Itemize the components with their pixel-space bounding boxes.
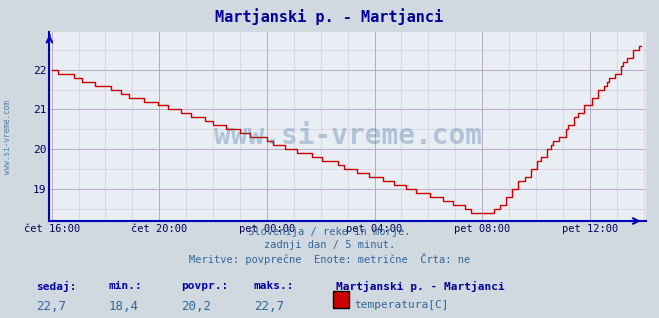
Text: 22,7: 22,7 [254,300,284,313]
Text: sedaj:: sedaj: [36,281,76,293]
Text: Meritve: povprečne  Enote: metrične  Črta: ne: Meritve: povprečne Enote: metrične Črta:… [189,253,470,265]
Text: www.si-vreme.com: www.si-vreme.com [214,122,482,150]
Text: Slovenija / reke in morje.: Slovenija / reke in morje. [248,227,411,237]
Text: temperatura[C]: temperatura[C] [355,300,449,309]
Text: 22,7: 22,7 [36,300,67,313]
Text: Martjanski p. - Martjanci: Martjanski p. - Martjanci [215,8,444,25]
Text: 20,2: 20,2 [181,300,212,313]
Text: povpr.:: povpr.: [181,281,229,291]
Text: maks.:: maks.: [254,281,294,291]
Text: zadnji dan / 5 minut.: zadnji dan / 5 minut. [264,240,395,250]
Text: min.:: min.: [109,281,142,291]
Text: 18,4: 18,4 [109,300,139,313]
Text: Martjanski p. - Martjanci: Martjanski p. - Martjanci [336,281,505,293]
Text: www.si-vreme.com: www.si-vreme.com [3,100,13,174]
